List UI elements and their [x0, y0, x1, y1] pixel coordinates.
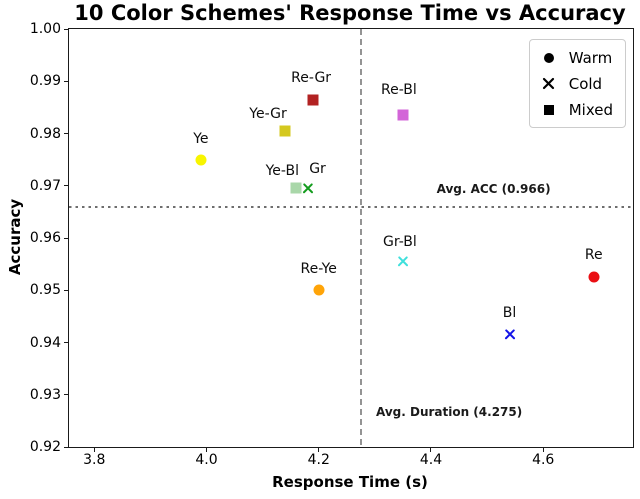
y-tick-label: 0.99 — [29, 73, 61, 90]
point-gr-bl-label: Gr-Bl — [383, 233, 417, 250]
y-tick-label: 0.95 — [29, 282, 61, 299]
legend-item-cold: Cold — [542, 73, 613, 94]
chart-title: 10 Color Schemes' Response Time vs Accur… — [74, 1, 626, 25]
y-axis-label: Accuracy — [6, 198, 25, 276]
point-bl-label: Bl — [502, 304, 517, 321]
point-re-gr-marker — [307, 94, 319, 106]
y-axis-label-wrap: Accuracy — [2, 28, 28, 446]
legend-item-mixed: Mixed — [542, 99, 613, 120]
point-re-gr-label: Re-Gr — [291, 69, 332, 86]
point-re-marker — [588, 271, 600, 283]
point-ye-marker — [195, 154, 207, 166]
x-tick-label: 4.0 — [195, 452, 218, 468]
legend-label-warm: Warm — [568, 48, 613, 67]
avg-duration-line — [359, 29, 362, 447]
y-tick-mark — [64, 185, 69, 187]
x-tick-mark — [542, 447, 544, 452]
y-tick-label: 0.97 — [29, 177, 61, 194]
avg-duration-label: Avg. Duration (4.275) — [375, 404, 523, 419]
x-tick-mark — [430, 447, 432, 452]
x-tick-mark — [205, 447, 207, 452]
legend-item-warm: Warm — [542, 47, 613, 68]
y-tick-label: 1.00 — [29, 21, 61, 37]
legend: Warm Cold Mixed — [528, 39, 626, 128]
y-tick-mark — [64, 237, 69, 239]
y-tick-mark — [64, 133, 69, 134]
y-tick-label: 0.98 — [29, 125, 61, 142]
legend-label-cold: Cold — [568, 74, 603, 93]
x-tick-label: 4.4 — [419, 452, 443, 468]
y-tick-mark — [64, 80, 69, 82]
y-tick-label: 0.93 — [29, 386, 61, 403]
x-tick-label: 4.6 — [532, 452, 555, 468]
warm-circle-icon — [542, 52, 556, 63]
point-re-ye-label: Re-Ye — [300, 261, 337, 278]
avg-accuracy-line — [69, 205, 633, 208]
avg-accuracy-label: Avg. ACC (0.966) — [436, 181, 551, 196]
point-re-bl-label: Re-Bl — [381, 82, 417, 99]
point-gr-bl-marker — [396, 255, 409, 268]
point-ye-gr-marker — [279, 125, 291, 137]
point-re-ye-marker — [313, 284, 325, 296]
point-ye-bl-label: Ye-Bl — [265, 163, 299, 180]
plot-area: Warm Cold Mixed 3.8 4.0 4.2 4.4 4.6 1.00 0.99 0… — [30, 21, 634, 468]
point-ye-label: Ye — [193, 130, 209, 147]
y-tick-label: 0.96 — [29, 230, 61, 246]
x-tick-mark — [318, 447, 320, 452]
y-tick-mark — [64, 394, 69, 396]
point-ye-gr-label: Ye-Gr — [249, 105, 287, 122]
x-axis-label: Response Time (s) — [272, 473, 428, 491]
y-tick-label: 0.94 — [29, 334, 61, 351]
x-tick-mark — [93, 447, 95, 452]
point-ye-bl-marker — [290, 182, 302, 194]
point-gr-marker — [301, 182, 314, 195]
x-tick-label: 3.8 — [83, 452, 106, 468]
y-tick-label: 0.92 — [29, 439, 61, 455]
y-tick-mark — [64, 342, 69, 343]
point-bl-marker — [503, 328, 516, 341]
point-re-bl-marker — [397, 109, 409, 121]
legend-label-mixed: Mixed — [568, 100, 613, 119]
mixed-square-icon — [542, 104, 556, 115]
y-tick-mark — [64, 28, 69, 30]
cold-x-icon — [542, 77, 556, 90]
y-tick-mark — [64, 446, 69, 448]
x-tick-label: 4.2 — [307, 452, 330, 468]
y-tick-mark — [64, 289, 69, 291]
point-gr-label: Gr — [309, 161, 326, 178]
point-re-label: Re — [584, 247, 603, 264]
